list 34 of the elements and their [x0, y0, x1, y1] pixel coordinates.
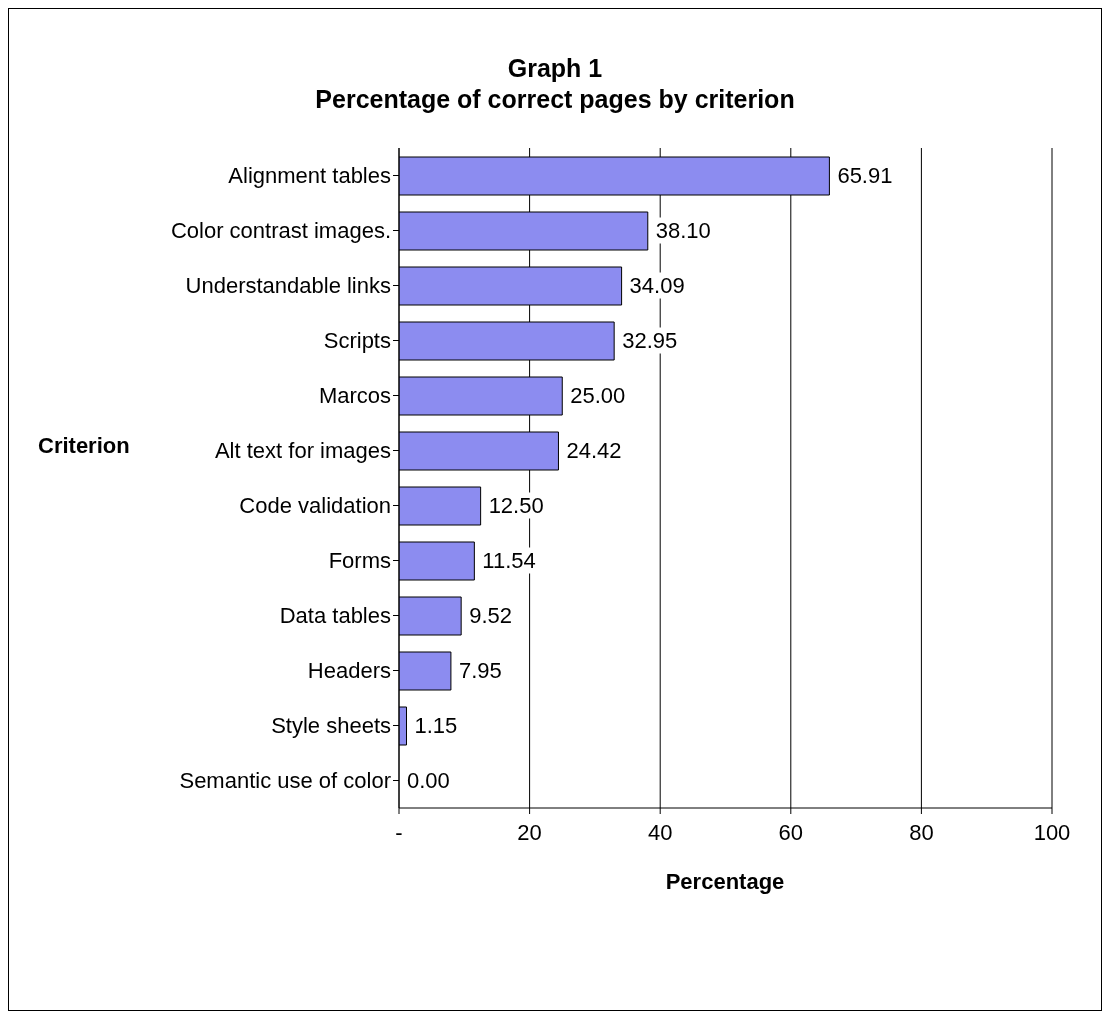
- data-label: 9.52: [469, 603, 512, 629]
- chart-subtitle: Percentage of correct pages by criterion: [314, 84, 796, 115]
- data-label: 1.15: [414, 713, 458, 739]
- data-label: 7.95: [458, 658, 502, 684]
- y-tick-label: Alignment tables: [228, 163, 391, 189]
- y-axis-title: Criterion: [38, 433, 130, 459]
- y-tick-label: Data tables: [279, 603, 391, 629]
- data-label: 65.91: [837, 163, 893, 189]
- y-tick-label: Marcos: [318, 383, 391, 409]
- x-tick-label: 40: [647, 819, 673, 845]
- data-label: 0.00: [407, 768, 450, 794]
- x-tick-label: 80: [909, 819, 934, 845]
- data-label: 24.42: [566, 438, 622, 464]
- y-tick-label: Style sheets: [271, 713, 391, 739]
- data-label: 32.95: [622, 328, 678, 354]
- x-tick-label: 20: [517, 819, 542, 845]
- x-tick-label: 60: [778, 819, 804, 845]
- y-tick-label: Forms: [328, 548, 391, 574]
- y-tick-label: Code validation: [239, 493, 391, 519]
- data-label: 38.10: [655, 218, 711, 244]
- y-tick-label: Alt text for images: [214, 438, 391, 464]
- data-label: 12.50: [488, 493, 544, 519]
- data-label: 25.00: [570, 383, 626, 409]
- y-tick-label: Color contrast images.: [170, 218, 391, 244]
- x-tick-label: 100: [1033, 819, 1071, 845]
- chart-title: Graph 1: [506, 53, 604, 84]
- data-label: 34.09: [629, 273, 685, 299]
- y-tick-label: Semantic use of color: [179, 768, 391, 794]
- y-tick-label: Scripts: [323, 328, 391, 354]
- y-tick-label: Headers: [307, 658, 391, 684]
- x-tick-label: -: [395, 819, 403, 845]
- y-tick-label: Understandable links: [185, 273, 391, 299]
- data-label: 11.54: [482, 548, 536, 574]
- x-axis-title: Percentage: [664, 869, 786, 895]
